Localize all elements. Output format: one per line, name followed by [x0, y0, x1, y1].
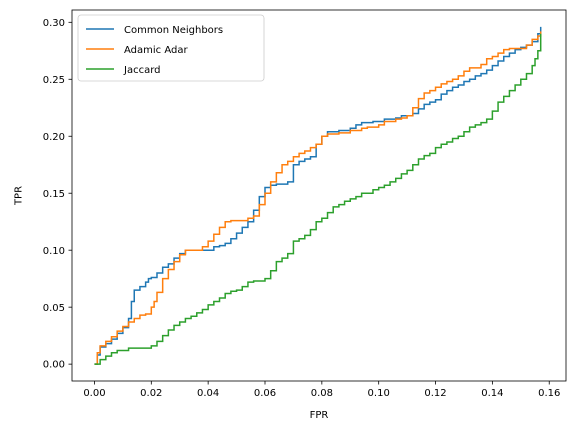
- legend-label: Common Neighbors: [124, 25, 223, 36]
- y-tick-label: 0.20: [43, 132, 65, 143]
- legend: Common Neighbors Adamic Adar Jaccard: [77, 14, 265, 82]
- x-tick-label: 0.06: [254, 388, 276, 399]
- y-tick-label: 0.00: [43, 360, 65, 371]
- series-line-common-neighbors: [94, 26, 542, 365]
- x-tick-label: 0.08: [311, 388, 333, 399]
- y-axis: 0.00 0.05 0.10 0.15 0.20 0.25 0.30: [43, 18, 72, 371]
- axes-frame: [71, 9, 567, 382]
- y-tick-label: 0.30: [43, 18, 65, 29]
- series-line-adamic-adar: [94, 31, 542, 365]
- x-tick-label: 0.10: [368, 388, 390, 399]
- x-axis-label: FPR: [310, 410, 329, 421]
- plot-area: [94, 26, 542, 365]
- y-tick-label: 0.15: [43, 189, 65, 200]
- x-tick-label: 0.12: [424, 388, 446, 399]
- y-axis-label: TPR: [14, 186, 25, 206]
- x-tick-label: 0.00: [83, 388, 105, 399]
- legend-box: [77, 14, 265, 82]
- y-tick-label: 0.25: [43, 75, 65, 86]
- series-line-jaccard: [94, 33, 542, 365]
- x-tick-label: 0.14: [481, 388, 503, 399]
- x-tick-label: 0.16: [538, 388, 560, 399]
- y-tick-label: 0.10: [43, 246, 65, 257]
- x-tick-label: 0.04: [197, 388, 219, 399]
- y-tick-label: 0.05: [43, 303, 65, 314]
- x-axis: 0.00 0.02 0.04 0.06 0.08 0.10 0.12 0.14 0.16: [83, 381, 560, 399]
- legend-label: Adamic Adar: [124, 45, 188, 56]
- legend-label: Jaccard: [123, 65, 160, 76]
- x-tick-label: 0.02: [140, 388, 162, 399]
